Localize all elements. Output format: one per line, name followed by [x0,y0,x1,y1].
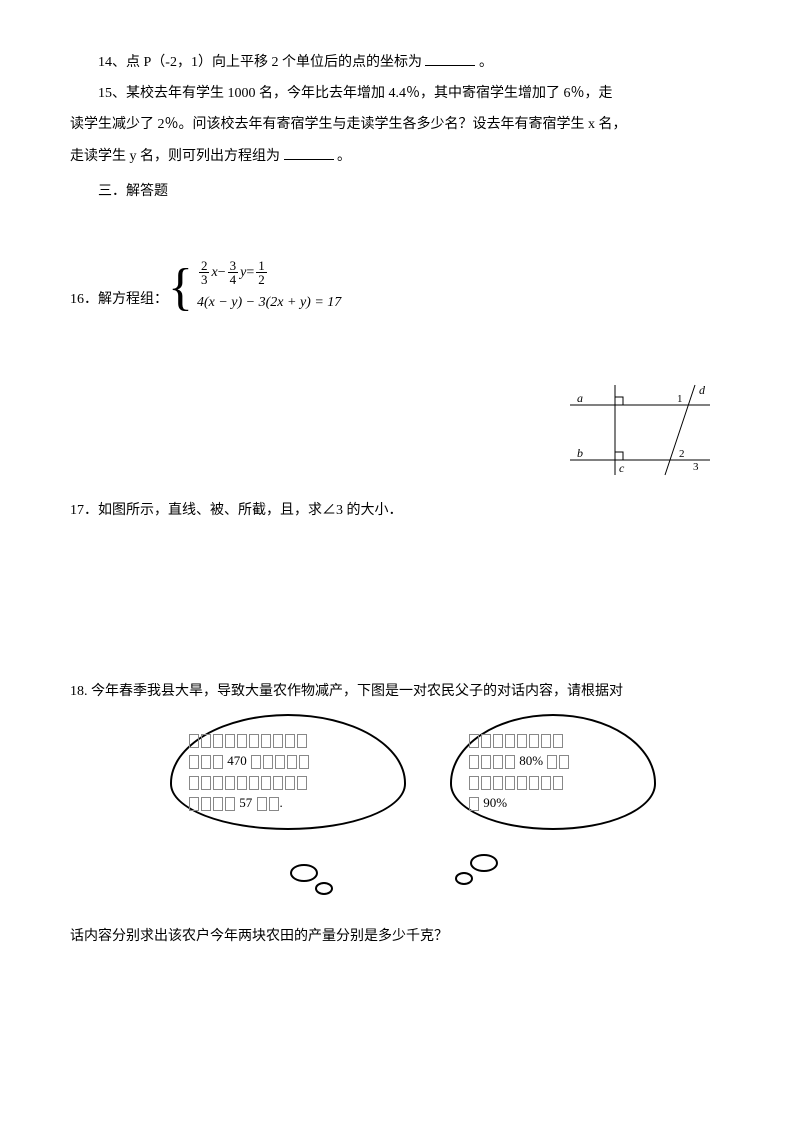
q14-text-before: 14、点 P（-2，1）向上平移 2 个单位后的点的坐标为 [98,55,425,70]
bubble-left-num2: 57 [239,795,252,810]
label-b: b [577,446,583,460]
label-a: a [577,391,583,405]
q14-blank [425,51,475,66]
q16-label: 16．解方程组： [70,287,168,312]
bubble-left-num1: 470 [227,753,247,768]
fraction-1-2: 1 2 [256,259,267,286]
bubble-right-num1: 80% [519,753,543,768]
label-angle-1: 1 [677,393,683,405]
question-18-outro: 话内容分别求出该农户今年两块农田的产量分别是多少千克？ [70,924,730,949]
question-18-intro: 18. 今年春季我县大旱，导致大量农作物减产，下图是一对农民父子的对话内容，请根… [70,679,730,704]
q15-line3-after: 。 [337,149,351,164]
speech-bubble-right: 80% 90% [450,714,656,829]
bubble-tail-icon [290,864,318,882]
bubble-right-num2: 90% [483,795,507,810]
fraction-3-4: 3 4 [228,259,239,286]
question-15-line1: 15、某校去年有学生 1000 名，今年比去年增加 4.4％，其中寄宿学生增加了… [70,81,730,106]
question-17: 17．如图所示，直线、被、所截，且，求∠3 的大小． [70,498,730,523]
q15-blank [284,145,334,160]
label-angle-2: 2 [679,448,685,460]
equation-system: 2 3 x − 3 4 y = 1 2 4(x − y) − 3(2x + y)… [197,258,341,318]
dialogue-bubbles: 470 57 . 80% 90% [170,714,670,914]
bubble-tail-icon [315,882,333,895]
equation-2: 4(x − y) − 3(2x + y) = 17 [197,288,341,318]
label-d: d [699,383,706,397]
speech-bubble-left: 470 57 . [170,714,406,829]
label-c: c [619,461,625,475]
q15-line3-before: 走读学生 y 名，则可列出方程组为 [70,149,280,164]
question-15-line3: 走读学生 y 名，则可列出方程组为 。 [70,144,730,169]
label-angle-3: 3 [693,461,699,473]
q14-text-after: 。 [479,55,493,70]
question-14: 14、点 P（-2，1）向上平移 2 个单位后的点的坐标为 。 [70,50,730,75]
geometry-diagram: a b c d 1 2 3 [565,380,715,490]
brace-icon: { [168,262,193,314]
fraction-2-3: 2 3 [199,259,210,286]
bubble-tail-icon [455,872,473,885]
bubble-tail-icon [470,854,498,872]
section-3-title: 三．解答题 [70,179,730,204]
question-16: 16．解方程组： { 2 3 x − 3 4 y = 1 2 [70,258,730,318]
question-15-line2: 读学生减少了 2％。问该校去年有寄宿学生与走读学生各多少名？设去年有寄宿学生 x… [70,112,730,137]
equation-1: 2 3 x − 3 4 y = 1 2 [197,258,341,288]
